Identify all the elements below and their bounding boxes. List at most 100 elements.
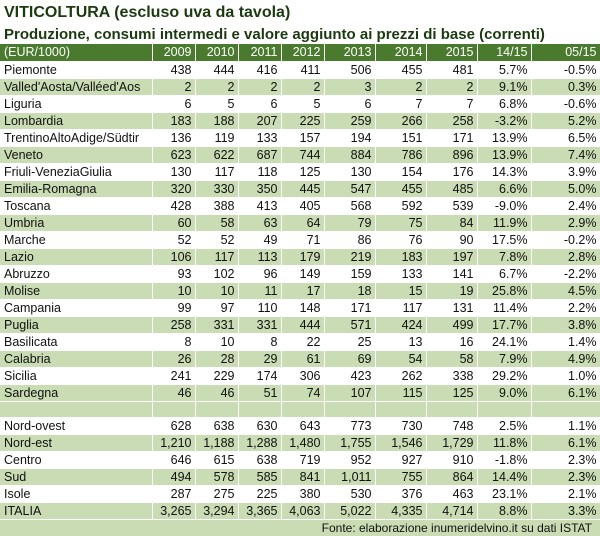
value-cell: 638 xyxy=(238,451,282,469)
value-cell: 86 xyxy=(324,231,376,249)
value-cell: 1,729 xyxy=(426,434,478,452)
value-cell: 96 xyxy=(238,265,282,283)
value-cell: 275 xyxy=(195,485,239,503)
value-cell: 3,265 xyxy=(152,502,196,520)
region-row: Sardegna 46 46 51 74 107 115 125 9.0% 6.1% xyxy=(0,384,600,402)
row-label-cell: Nord-ovest xyxy=(0,417,153,435)
value-cell: 8 xyxy=(238,333,282,351)
value-cell: 29 xyxy=(238,350,282,368)
value-cell: 5.2% xyxy=(531,112,600,130)
value-cell: 154 xyxy=(375,163,427,181)
value-cell: 11 xyxy=(238,282,282,300)
value-cell: 131 xyxy=(426,299,478,317)
value-cell: -3.2% xyxy=(477,112,532,130)
value-cell: 107 xyxy=(324,384,376,402)
value-cell: 262 xyxy=(375,367,427,385)
value-cell: 118 xyxy=(238,163,282,181)
value-cell: 102 xyxy=(195,265,239,283)
header-row: (EUR/1000) 2009 2010 2011 2012 2013 2014 2015 14… xyxy=(0,44,600,62)
value-cell: 481 xyxy=(426,61,478,79)
value-cell: 97 xyxy=(195,299,239,317)
row-label-cell: Marche xyxy=(0,231,153,249)
value-cell: 6.1% xyxy=(531,384,600,402)
value-cell: 405 xyxy=(281,197,325,215)
value-cell: 306 xyxy=(281,367,325,385)
value-cell: 117 xyxy=(195,163,239,181)
value-cell: 1.0% xyxy=(531,367,600,385)
row-label-cell: Umbria xyxy=(0,214,153,232)
value-cell: 74 xyxy=(281,384,325,402)
value-cell: 884 xyxy=(324,146,376,164)
value-cell: -0.2% xyxy=(531,231,600,249)
value-cell: 76 xyxy=(375,231,427,249)
value-cell: 171 xyxy=(324,299,376,317)
row-label-cell: Lombardia xyxy=(0,112,153,130)
region-row: Puglia 258 331 331 444 571 424 499 17.7% 3.8% xyxy=(0,316,600,334)
value-cell: 423 xyxy=(324,367,376,385)
value-cell: 266 xyxy=(375,112,427,130)
value-cell: 113 xyxy=(238,248,282,266)
value-cell: 174 xyxy=(238,367,282,385)
value-cell: 4,714 xyxy=(426,502,478,520)
row-label-cell: TrentinoAltoAdige/Südtir xyxy=(0,129,153,147)
value-cell: 8.8% xyxy=(477,502,532,520)
value-cell: 331 xyxy=(195,316,239,334)
value-cell: 46 xyxy=(152,384,196,402)
value-cell: 54 xyxy=(375,350,427,368)
value-cell: 25.8% xyxy=(477,282,532,300)
row-label-cell: Molise xyxy=(0,282,153,300)
value-cell: 7.9% xyxy=(477,350,532,368)
region-row: Lazio 106 117 113 179 219 183 197 7.8% 2.8% xyxy=(0,248,600,266)
value-cell: 13 xyxy=(375,333,427,351)
value-cell: 13.9% xyxy=(477,129,532,147)
empty-cell xyxy=(477,401,532,418)
region-row: TrentinoAltoAdige/Südtir 136 119 133 157 194 1… xyxy=(0,129,600,147)
value-cell: 1,546 xyxy=(375,434,427,452)
value-cell: 910 xyxy=(426,451,478,469)
value-cell: 592 xyxy=(375,197,427,215)
region-row: Toscana 428 388 413 405 568 592 539 -9.0% 2.4% xyxy=(0,197,600,215)
value-cell: 71 xyxy=(281,231,325,249)
value-cell: 3.3% xyxy=(531,502,600,520)
column-header: 05/15 xyxy=(531,44,600,62)
value-cell: 179 xyxy=(281,248,325,266)
aggregate-row: ITALIA 3,265 3,294 3,365 4,063 5,022 4,335 4,71… xyxy=(0,502,600,520)
value-cell: 84 xyxy=(426,214,478,232)
value-cell: 643 xyxy=(281,417,325,435)
value-cell: 755 xyxy=(375,468,427,486)
value-cell: 25 xyxy=(324,333,376,351)
value-cell: 10 xyxy=(152,282,196,300)
value-cell: 5.0% xyxy=(531,180,600,198)
value-cell: 7.8% xyxy=(477,248,532,266)
value-cell: 93 xyxy=(152,265,196,283)
region-row: Friuli-VeneziaGiulia 130 117 118 125 130 154 17… xyxy=(0,163,600,181)
value-cell: 6.5% xyxy=(531,129,600,147)
value-cell: 687 xyxy=(238,146,282,164)
row-label-cell: Toscana xyxy=(0,197,153,215)
value-cell: 4.9% xyxy=(531,350,600,368)
value-cell: 719 xyxy=(281,451,325,469)
value-cell: 133 xyxy=(375,265,427,283)
value-cell: 539 xyxy=(426,197,478,215)
value-cell: 424 xyxy=(375,316,427,334)
value-cell: 416 xyxy=(238,61,282,79)
value-cell: 320 xyxy=(152,180,196,198)
region-row: Liguria 6 5 6 5 6 7 7 6.8% -0.6% xyxy=(0,95,600,113)
region-row: Marche 52 52 49 71 86 76 90 17.5% -0.2% xyxy=(0,231,600,249)
value-cell: 388 xyxy=(195,197,239,215)
value-cell: 23.1% xyxy=(477,485,532,503)
value-cell: 2.5% xyxy=(477,417,532,435)
value-cell: 2.4% xyxy=(531,197,600,215)
value-cell: 61 xyxy=(281,350,325,368)
value-cell: 28 xyxy=(195,350,239,368)
value-cell: 11.9% xyxy=(477,214,532,232)
value-cell: 58 xyxy=(195,214,239,232)
value-cell: 2 xyxy=(426,78,478,96)
value-cell: 117 xyxy=(195,248,239,266)
value-cell: 896 xyxy=(426,146,478,164)
value-cell: 411 xyxy=(281,61,325,79)
value-cell: 1,480 xyxy=(281,434,325,452)
value-cell: 4.5% xyxy=(531,282,600,300)
value-cell: 6 xyxy=(238,95,282,113)
